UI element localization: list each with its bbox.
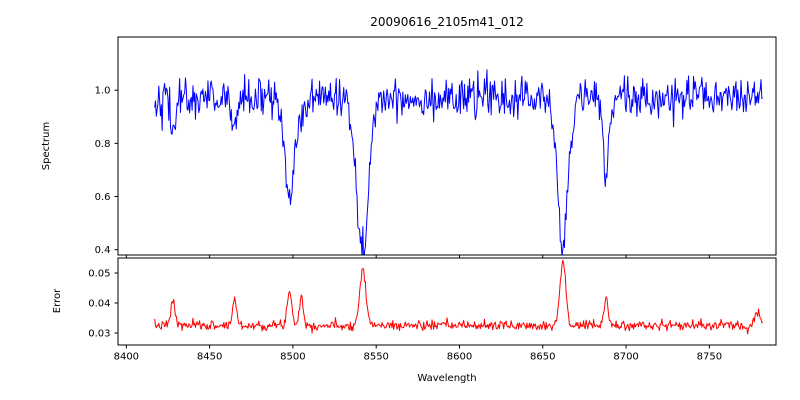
x-tick-label: 8700	[613, 352, 638, 363]
error-subplot: 8400 8450 8500 8550 8600 8650 8700 8750 0.03 0.04…	[88, 257, 777, 363]
y-tick-label: 0.8	[95, 139, 111, 150]
x-axis-label: Wavelength	[417, 373, 476, 384]
x-tick-label: 8600	[447, 352, 472, 363]
y-tick-label: 1.0	[95, 86, 111, 97]
y-tick-label: 0.05	[88, 269, 110, 280]
x-tick-label: 8400	[114, 352, 139, 363]
chart-title: 20090616_2105m41_012	[370, 15, 523, 29]
y-tick-label: 0.04	[88, 299, 110, 310]
x-tick-label: 8500	[280, 352, 305, 363]
error-y-axis-label: Error	[52, 288, 63, 313]
spectrum-flux-line	[154, 69, 763, 255]
y-tick-label: 0.4	[95, 245, 111, 256]
x-tick-label: 8450	[197, 352, 222, 363]
spectrum-y-axis-label: Spectrum	[41, 122, 52, 170]
y-tick-label: 0.03	[88, 329, 110, 340]
plot-border	[117, 36, 777, 256]
spectrum-error-line	[154, 259, 764, 335]
x-tick-label: 8550	[363, 352, 388, 363]
x-tick-label: 8750	[697, 352, 722, 363]
y-tick-label: 0.6	[95, 192, 111, 203]
spectrum-subplot: 0.4 0.6 0.8 1.0	[95, 36, 777, 259]
plot-border	[117, 257, 777, 346]
x-tick-label: 8650	[530, 352, 555, 363]
